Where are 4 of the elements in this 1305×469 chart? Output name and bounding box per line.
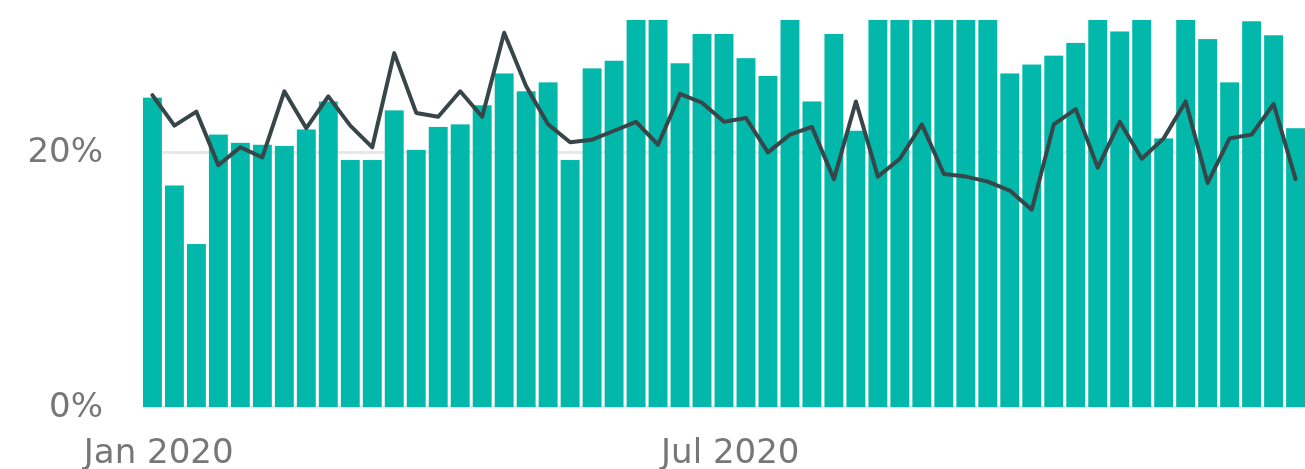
y-tick-label: 20% (27, 129, 103, 170)
y-tick-label: 0% (49, 384, 103, 425)
x-tick-label: Jul 2020 (659, 431, 800, 469)
x-tick-label: Jan 2020 (81, 431, 234, 469)
